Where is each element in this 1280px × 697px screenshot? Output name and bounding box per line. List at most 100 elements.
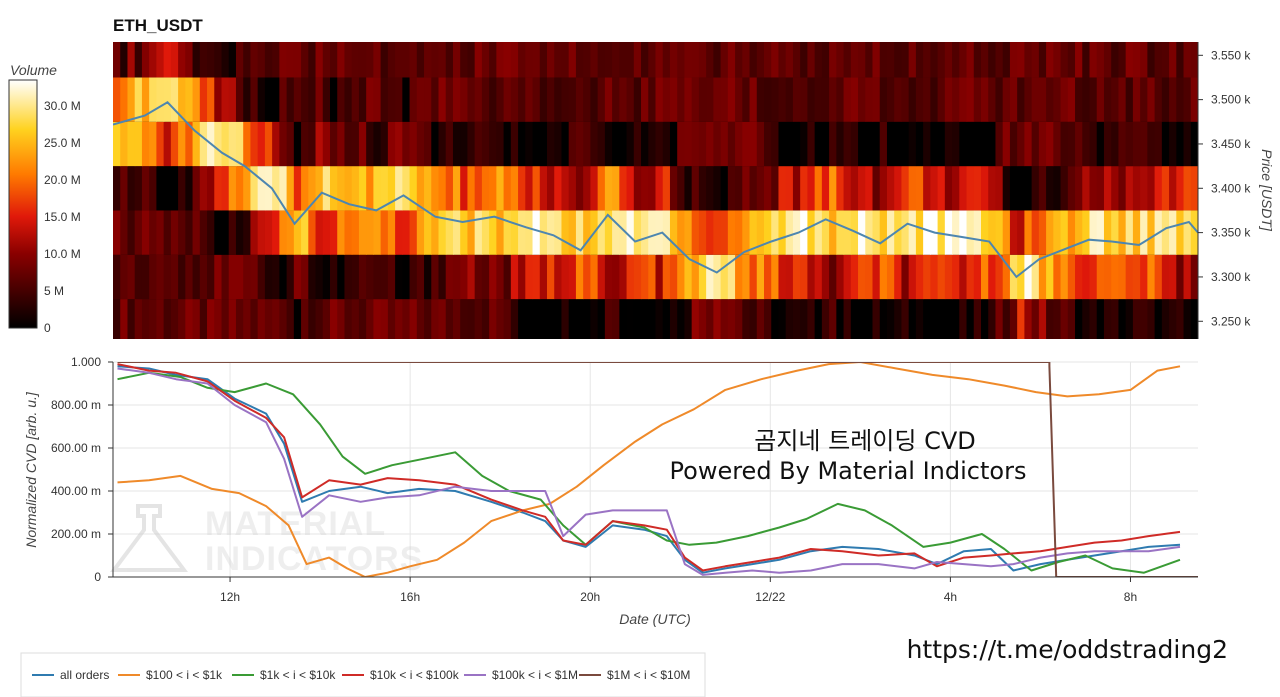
heatmap-cell — [286, 121, 295, 167]
heatmap-cell — [301, 166, 309, 211]
heatmap-cell — [626, 121, 635, 167]
heatmap-cell — [894, 121, 903, 167]
heatmap-cell — [547, 42, 555, 78]
heatmap-cell — [221, 254, 230, 300]
heatmap-cell — [1046, 42, 1054, 78]
heatmap-cell — [749, 166, 758, 211]
heatmap-cell — [322, 166, 331, 211]
heatmap-cell — [496, 166, 505, 211]
heatmap-cell — [387, 166, 396, 211]
heatmap-cell — [1082, 166, 1091, 211]
heatmap-cell — [1125, 299, 1134, 339]
heatmap-y-tick: 3.350 k — [1211, 226, 1251, 240]
heatmap-cell — [344, 121, 353, 167]
heatmap-cell — [228, 42, 237, 78]
heatmap-cell — [1009, 254, 1018, 300]
heatmap-cell — [402, 210, 411, 255]
heatmap-cell — [452, 299, 461, 339]
heatmap-cell — [641, 166, 649, 211]
heatmap-cell — [330, 77, 338, 122]
heatmap-cell — [134, 121, 143, 167]
heatmap-cell — [373, 121, 382, 167]
heatmap-cell — [250, 77, 259, 122]
heatmap-cell — [1075, 166, 1083, 211]
heatmap-cell — [1111, 121, 1120, 167]
heatmap-cell — [836, 42, 845, 78]
heatmap-cell — [257, 121, 266, 167]
heatmap-cell — [575, 299, 584, 339]
heatmap-cell — [539, 254, 548, 300]
heatmap-cell — [973, 121, 982, 167]
heatmap-cell — [778, 254, 787, 300]
heatmap-cell — [301, 299, 309, 339]
heatmap-cell — [409, 77, 418, 122]
heatmap-cell — [1140, 299, 1148, 339]
heatmap-cell — [438, 166, 447, 211]
heatmap-cell — [742, 254, 751, 300]
heatmap-cell — [1161, 77, 1170, 122]
heatmap-cell — [358, 77, 367, 122]
heatmap-cell — [583, 210, 591, 255]
heatmap-cell — [409, 299, 418, 339]
heatmap-cell — [771, 254, 780, 300]
heatmap-cell — [1024, 210, 1033, 255]
heatmap-cell — [235, 254, 244, 300]
heatmap-cell — [286, 254, 295, 300]
heatmap-cell — [872, 210, 881, 255]
heatmap-cell — [727, 121, 736, 167]
heatmap-cell — [402, 42, 411, 78]
heatmap-cell — [503, 166, 512, 211]
telegram-link[interactable]: https://t.me/oddstrading2 — [907, 635, 1228, 664]
heatmap-cell — [163, 121, 172, 167]
heatmap-cell — [1038, 121, 1047, 167]
heatmap-cell — [698, 121, 707, 167]
heatmap-cell — [416, 77, 425, 122]
colorbar-label: Volume — [10, 62, 57, 78]
heatmap-cell — [554, 121, 563, 167]
heatmap-cell — [1017, 77, 1025, 122]
heatmap-cell — [344, 299, 353, 339]
heatmap-cell — [597, 254, 606, 300]
heatmap-cell — [807, 121, 816, 167]
heatmap-cell — [127, 77, 136, 122]
heatmap-cell — [120, 121, 129, 167]
heatmap-cell — [539, 42, 548, 78]
heatmap-cell — [337, 210, 346, 255]
heatmap-cell — [489, 254, 497, 300]
heatmap-cell — [756, 42, 765, 78]
legend-item: $1M < i < $10M — [607, 668, 690, 682]
heatmap-cell — [489, 77, 497, 122]
heatmap-cell — [821, 42, 830, 78]
heatmap-cell — [467, 77, 476, 122]
heatmap-cell — [272, 210, 280, 255]
heatmap-cell — [568, 77, 577, 122]
chart-title: ETH_USDT — [113, 16, 203, 35]
heatmap-cell — [829, 254, 837, 300]
heatmap-cell — [467, 299, 476, 339]
heatmap-cell — [662, 254, 671, 300]
heatmap-cell — [243, 254, 252, 300]
heatmap-cell — [698, 254, 707, 300]
heatmap-cell — [597, 299, 606, 339]
heatmap-cell — [886, 210, 895, 255]
heatmap-cell — [561, 42, 570, 78]
heatmap-cell — [669, 210, 678, 255]
heatmap-cell — [778, 121, 787, 167]
heatmap-cell — [532, 166, 541, 211]
heatmap-cell — [178, 299, 186, 339]
heatmap-cell — [503, 121, 512, 167]
heatmap-cell — [141, 42, 150, 78]
heatmap-cell — [1161, 299, 1170, 339]
heatmap-cell — [120, 42, 129, 78]
heatmap-cell — [727, 210, 736, 255]
heatmap-cell — [315, 121, 324, 167]
heatmap-cell — [973, 42, 982, 78]
heatmap-cell — [641, 42, 649, 78]
heatmap-cell — [496, 121, 505, 167]
heatmap-cell — [1190, 254, 1198, 300]
heatmap-cell — [633, 299, 642, 339]
heatmap-cell — [547, 299, 555, 339]
heatmap-cell — [380, 210, 389, 255]
heatmap-cell — [1075, 210, 1083, 255]
heatmap-cell — [619, 254, 628, 300]
